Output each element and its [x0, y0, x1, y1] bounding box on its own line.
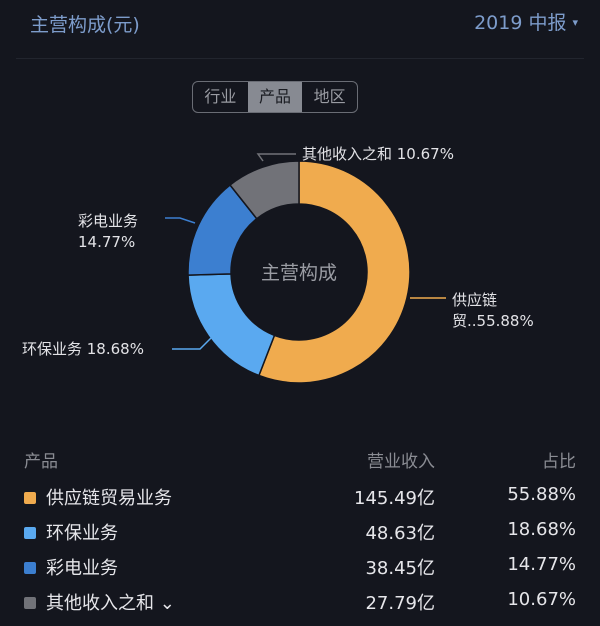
donut-chart: 主营构成: [165, 153, 446, 384]
col-header-revenue: 营业收入: [367, 452, 435, 472]
revenue-value: 38.45亿: [365, 558, 435, 579]
share-value: 14.77%: [507, 554, 576, 575]
label-environmental: 环保业务 18.68%: [22, 340, 144, 358]
product-name: 供应链贸易业务: [46, 488, 172, 509]
donut-slice[interactable]: [187, 273, 276, 377]
revenue-value: 145.49亿: [354, 488, 435, 509]
revenue-value: 27.79亿: [365, 593, 435, 614]
label-supply-chain: 供应链 贸..55.88%: [452, 291, 534, 330]
section-title: 主营构成(元): [30, 14, 140, 36]
share-value: 18.68%: [507, 519, 576, 540]
legend-swatch: [24, 527, 36, 539]
tab-product[interactable]: 产品: [247, 82, 303, 112]
table-row[interactable]: 其他收入之和 ⌄ 27.79亿 10.67%: [0, 587, 600, 621]
legend-swatch: [24, 597, 36, 609]
table-row[interactable]: 彩电业务 38.45亿 14.77%: [0, 552, 600, 586]
leader-line: [165, 217, 196, 224]
caret-down-icon: ▾: [572, 16, 578, 29]
product-name: 其他收入之和 ⌄: [46, 593, 175, 614]
donut-center-label: 主营构成: [261, 262, 337, 284]
table-row[interactable]: 环保业务 48.63亿 18.68%: [0, 517, 600, 551]
share-value: 55.88%: [507, 484, 576, 505]
product-name: 环保业务: [46, 523, 118, 544]
leader-line: [256, 153, 296, 162]
product-name: 彩电业务: [46, 558, 118, 579]
tab-region[interactable]: 地区: [313, 87, 346, 106]
revenue-value: 48.63亿: [365, 523, 435, 544]
donut-slice[interactable]: [228, 160, 300, 220]
legend-swatch: [24, 492, 36, 504]
col-header-product: 产品: [24, 452, 58, 472]
share-value: 10.67%: [507, 589, 576, 610]
period-dropdown[interactable]: 2019 中报 ▾: [474, 8, 578, 35]
label-tv: 彩电业务 14.77%: [78, 212, 139, 251]
period-label: 2019 中报: [474, 12, 567, 34]
col-header-share: 占比: [542, 452, 576, 472]
label-other: 其他收入之和 10.67%: [302, 145, 454, 163]
leader-line: [172, 332, 217, 350]
divider: [16, 58, 584, 59]
segmented-control: 行业 产品 地区: [192, 81, 358, 113]
legend-swatch: [24, 562, 36, 574]
donut-slice[interactable]: [257, 160, 411, 384]
table-row[interactable]: 供应链贸易业务 145.49亿 55.88%: [0, 482, 600, 516]
tab-industry[interactable]: 行业: [204, 87, 237, 106]
